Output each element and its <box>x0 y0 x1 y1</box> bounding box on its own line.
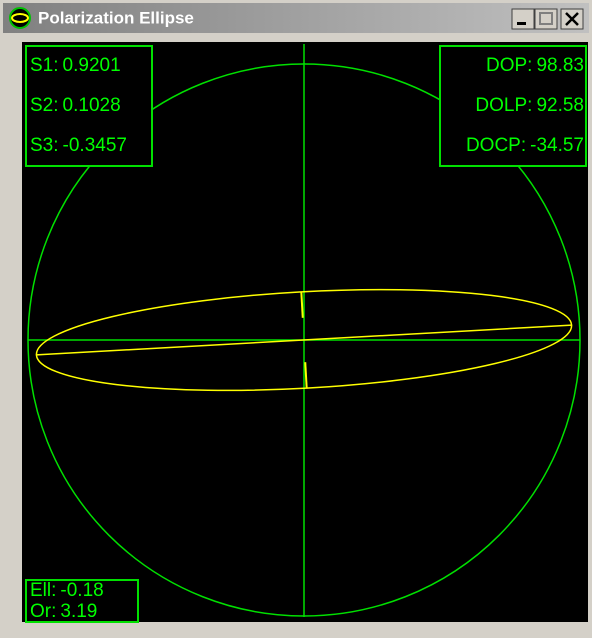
title-bar <box>3 3 589 33</box>
readout: S1: 0.9201 <box>30 55 121 76</box>
readout-value: -0.18 <box>60 580 103 601</box>
readout-value: 3.19 <box>60 601 97 622</box>
readout-value: 98.83 <box>536 55 584 76</box>
maximize-button[interactable] <box>534 8 558 30</box>
app-icon <box>9 7 31 29</box>
readout: DOCP: -34.57 <box>466 135 584 156</box>
degrees-box <box>439 45 587 167</box>
window-title: Polarization Ellipse <box>38 8 194 27</box>
readout: DOP: 98.83 <box>486 55 584 76</box>
readout: Or: 3.19 <box>30 601 97 622</box>
readout-value: -0.3457 <box>63 135 127 156</box>
readout: Ell: -0.18 <box>30 580 104 601</box>
readout: DOLP: 92.58 <box>475 95 584 116</box>
readout-label: S2: <box>30 95 59 116</box>
readout-value: 92.58 <box>536 95 584 116</box>
readout-value: 0.1028 <box>63 95 121 116</box>
readout: S3: -0.3457 <box>30 135 127 156</box>
readout-label: S1: <box>30 55 59 76</box>
ellipse-box <box>25 579 139 623</box>
readouts <box>25 45 587 623</box>
readout-label: DOLP: <box>475 95 532 116</box>
minor-axis-top <box>300 291 304 318</box>
readout-value: -34.57 <box>530 135 584 156</box>
readout-label: Ell: <box>30 580 56 601</box>
readout-label: DOP: <box>486 55 532 76</box>
readout-value: 0.9201 <box>63 55 121 76</box>
readout: S2: 0.1028 <box>30 95 121 116</box>
readout-label: Or: <box>30 601 56 622</box>
minimize-button[interactable] <box>511 8 535 30</box>
major-axis <box>36 324 572 356</box>
polarization-ellipse <box>35 288 573 392</box>
readout-label: DOCP: <box>466 135 526 156</box>
readout-label: S3: <box>30 135 59 156</box>
stokes-box <box>25 45 153 167</box>
close-button[interactable] <box>560 8 584 30</box>
minor-axis-bottom <box>304 362 308 389</box>
